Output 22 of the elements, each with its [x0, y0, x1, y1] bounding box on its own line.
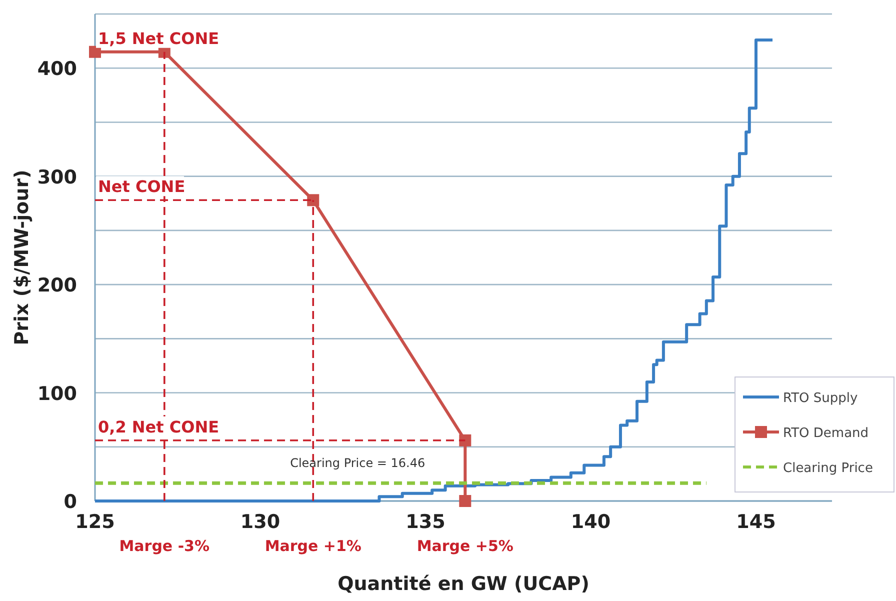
y-axis-title: Prix ($/MW-jour): [11, 170, 33, 346]
y-tick-label: 200: [37, 274, 77, 297]
text: Marge +1%: [264, 537, 362, 555]
legend-label: RTO Demand: [783, 426, 869, 441]
annotation: 0,2 Net CONE: [98, 417, 220, 436]
x-tick-label: 135: [406, 511, 446, 533]
text: Marge +5%: [416, 537, 514, 555]
y-tick-label: 400: [37, 58, 77, 80]
x-tick-label: 140: [570, 511, 611, 533]
y-tick-label: 100: [37, 382, 77, 405]
y-tick-label: 300: [37, 166, 77, 188]
text: Marge -3%: [119, 537, 210, 555]
annotation: 1,5 Net CONE: [98, 28, 220, 48]
annotation: Clearing Price = 16.46: [290, 456, 426, 470]
y-tick-label: 0: [64, 491, 77, 513]
annotation: Net CONE: [98, 177, 186, 196]
legend-label: Clearing Price: [783, 461, 873, 476]
x-tick-label: 145: [736, 511, 776, 533]
x-tick-label: 125: [75, 511, 115, 533]
legend-label: RTO Supply: [783, 391, 858, 406]
x-tick-label: 130: [240, 511, 280, 533]
x-axis-title: Quantité en GW (UCAP): [338, 573, 590, 595]
